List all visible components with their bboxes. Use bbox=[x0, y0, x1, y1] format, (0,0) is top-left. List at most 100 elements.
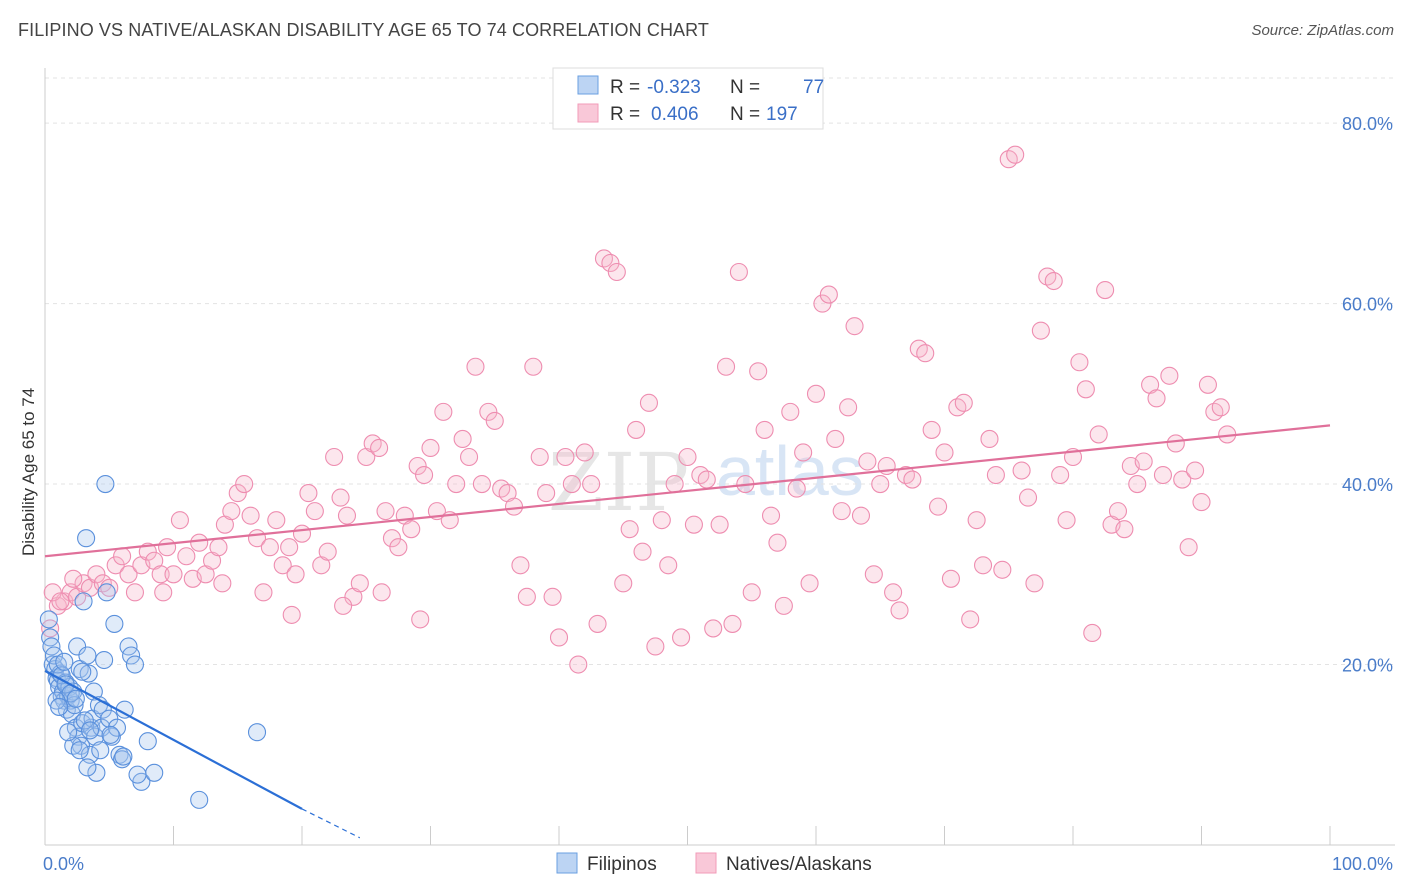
natives-point-29 bbox=[228, 484, 247, 503]
natives-point-124 bbox=[839, 398, 858, 417]
trend-lines bbox=[44, 424, 1331, 839]
natives-point-94 bbox=[646, 637, 665, 656]
natives-point-176 bbox=[1173, 470, 1192, 489]
natives-point-51 bbox=[370, 438, 389, 458]
natives-point-89 bbox=[614, 574, 633, 593]
filipinos-point-53 bbox=[138, 732, 157, 751]
natives-point-77 bbox=[537, 484, 556, 503]
filipinos-point-21 bbox=[68, 637, 87, 656]
natives-point-152 bbox=[1018, 488, 1038, 507]
natives-point-123 bbox=[832, 502, 851, 521]
natives-point-41 bbox=[305, 502, 324, 521]
natives-point-163 bbox=[1089, 425, 1108, 444]
natives-point-67 bbox=[472, 475, 491, 494]
natives-point-97 bbox=[665, 475, 684, 494]
natives-point-76 bbox=[530, 447, 549, 467]
natives-point-19 bbox=[164, 565, 183, 584]
natives-point-52 bbox=[376, 502, 395, 521]
natives-point-158 bbox=[1057, 511, 1076, 530]
natives-points bbox=[41, 145, 1237, 674]
natives-point-63 bbox=[447, 475, 466, 494]
natives-point-54 bbox=[389, 538, 408, 557]
natives-point-80 bbox=[556, 447, 575, 467]
natives-point-128 bbox=[864, 565, 883, 584]
natives-point-157 bbox=[1051, 465, 1070, 485]
natives-point-112 bbox=[761, 506, 781, 525]
natives-point-188 bbox=[213, 574, 232, 593]
natives-point-30 bbox=[235, 475, 254, 494]
filipinos-point-23 bbox=[70, 659, 89, 679]
natives-point-164 bbox=[1096, 281, 1115, 300]
legend-n-value-2: 197 bbox=[766, 104, 798, 125]
natives-point-143 bbox=[961, 610, 980, 629]
natives-point-177 bbox=[1179, 538, 1198, 557]
natives-point-134 bbox=[903, 470, 922, 489]
natives-point-73 bbox=[511, 556, 530, 575]
natives-point-153 bbox=[1025, 574, 1044, 593]
source-credit: Source: ZipAtlas.com bbox=[1251, 22, 1394, 39]
natives-point-7 bbox=[87, 565, 106, 584]
filipinos-point-29 bbox=[79, 664, 98, 683]
bottom-legend-swatch-filipinos bbox=[556, 852, 578, 874]
correlation-legend: R = -0.323 N = 77 R = 0.406 N = 197 bbox=[552, 67, 824, 130]
natives-point-191 bbox=[372, 583, 391, 602]
natives-point-43 bbox=[318, 542, 337, 561]
natives-point-13 bbox=[125, 583, 144, 602]
natives-point-111 bbox=[755, 420, 774, 439]
natives-point-34 bbox=[260, 538, 279, 557]
natives-point-107 bbox=[729, 262, 748, 282]
natives-point-11 bbox=[113, 547, 132, 566]
natives-point-190 bbox=[334, 596, 353, 615]
natives-point-119 bbox=[806, 384, 826, 403]
natives-point-21 bbox=[177, 547, 196, 566]
natives-point-178 bbox=[1186, 461, 1205, 480]
natives-point-122 bbox=[826, 429, 845, 448]
natives-point-58 bbox=[415, 465, 434, 485]
filipinos-point-75 bbox=[55, 652, 74, 671]
x-tick-label-0: 0.0% bbox=[43, 854, 84, 874]
filipinos-point-70 bbox=[70, 741, 89, 760]
natives-point-131 bbox=[884, 583, 903, 602]
natives-point-88 bbox=[607, 262, 626, 282]
natives-point-35 bbox=[267, 511, 286, 530]
filipinos-point-25 bbox=[73, 714, 92, 733]
y-tick-label-60: 60.0% bbox=[1342, 295, 1393, 315]
natives-point-127 bbox=[858, 452, 877, 471]
natives-point-117 bbox=[794, 443, 813, 462]
legend-r-label-1: R = bbox=[610, 77, 640, 98]
y-tick-label-80: 80.0% bbox=[1342, 114, 1393, 134]
natives-point-136 bbox=[916, 344, 935, 363]
natives-point-187 bbox=[154, 583, 173, 602]
chart-title: FILIPINO VS NATIVE/ALASKAN DISABILITY AG… bbox=[18, 20, 710, 40]
natives-point-69 bbox=[485, 411, 504, 430]
filipinos-point-56 bbox=[190, 790, 209, 809]
filipinos-point-71 bbox=[78, 758, 97, 777]
filipinos-point-57 bbox=[247, 723, 267, 742]
natives-point-161 bbox=[1076, 380, 1095, 399]
natives-point-125 bbox=[845, 317, 864, 336]
tick-labels: 20.0% 40.0% 60.0% 80.0% 0.0% 100.0% bbox=[43, 114, 1393, 874]
natives-point-83 bbox=[575, 443, 594, 462]
filipinos-point-0 bbox=[39, 610, 58, 629]
natives-point-150 bbox=[1006, 145, 1025, 164]
natives-point-103 bbox=[704, 619, 723, 638]
natives-point-82 bbox=[569, 655, 588, 674]
natives-point-45 bbox=[331, 488, 350, 507]
natives-point-72 bbox=[504, 497, 524, 516]
natives-point-129 bbox=[871, 475, 890, 494]
natives-point-59 bbox=[421, 438, 440, 458]
natives-point-53 bbox=[382, 529, 402, 548]
natives-point-115 bbox=[781, 402, 800, 421]
filipinos-point-26 bbox=[74, 592, 93, 611]
natives-point-167 bbox=[1115, 520, 1134, 539]
natives-point-33 bbox=[254, 583, 273, 602]
natives-point-186 bbox=[64, 569, 83, 588]
natives-point-93 bbox=[639, 393, 659, 412]
natives-point-26 bbox=[209, 538, 228, 557]
filipinos-point-58 bbox=[44, 646, 64, 665]
filipinos-point-37 bbox=[91, 741, 110, 760]
natives-point-92 bbox=[633, 542, 652, 561]
natives-point-118 bbox=[800, 574, 819, 593]
natives-point-145 bbox=[973, 556, 993, 575]
